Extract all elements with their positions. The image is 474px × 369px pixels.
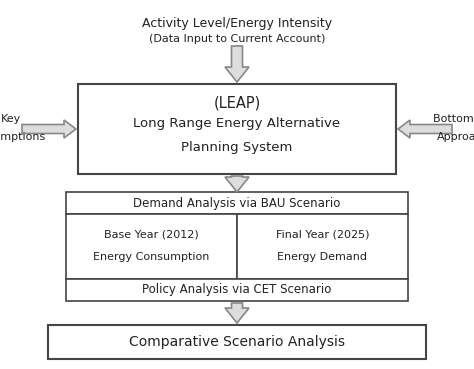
Text: Demand Analysis via BAU Scenario: Demand Analysis via BAU Scenario <box>133 197 341 210</box>
Bar <box>66 279 408 301</box>
Polygon shape <box>225 303 249 323</box>
Text: Comparative Scenario Analysis: Comparative Scenario Analysis <box>129 335 345 349</box>
Bar <box>48 325 426 359</box>
Text: (Data Input to Current Account): (Data Input to Current Account) <box>149 34 325 44</box>
Bar <box>78 84 396 174</box>
Text: Assumptions: Assumptions <box>0 132 46 142</box>
Text: Planning System: Planning System <box>182 141 292 154</box>
Polygon shape <box>225 176 249 192</box>
Text: Activity Level/Energy Intensity: Activity Level/Energy Intensity <box>142 17 332 31</box>
Text: Energy Demand: Energy Demand <box>277 252 367 262</box>
Text: Bottom Up: Bottom Up <box>433 114 474 124</box>
Text: Policy Analysis via CET Scenario: Policy Analysis via CET Scenario <box>142 283 332 297</box>
Text: Energy Consumption: Energy Consumption <box>93 252 210 262</box>
Text: Base Year (2012): Base Year (2012) <box>104 230 199 239</box>
Text: Long Range Energy Alternative: Long Range Energy Alternative <box>134 117 340 131</box>
Text: (LEAP): (LEAP) <box>213 96 261 110</box>
Polygon shape <box>398 120 452 138</box>
Bar <box>66 192 408 214</box>
Text: Final Year (2025): Final Year (2025) <box>276 230 369 239</box>
Bar <box>66 214 237 279</box>
Polygon shape <box>22 120 76 138</box>
Text: Approach: Approach <box>437 132 474 142</box>
Bar <box>237 214 408 279</box>
Text: Key: Key <box>1 114 21 124</box>
Polygon shape <box>225 46 249 82</box>
